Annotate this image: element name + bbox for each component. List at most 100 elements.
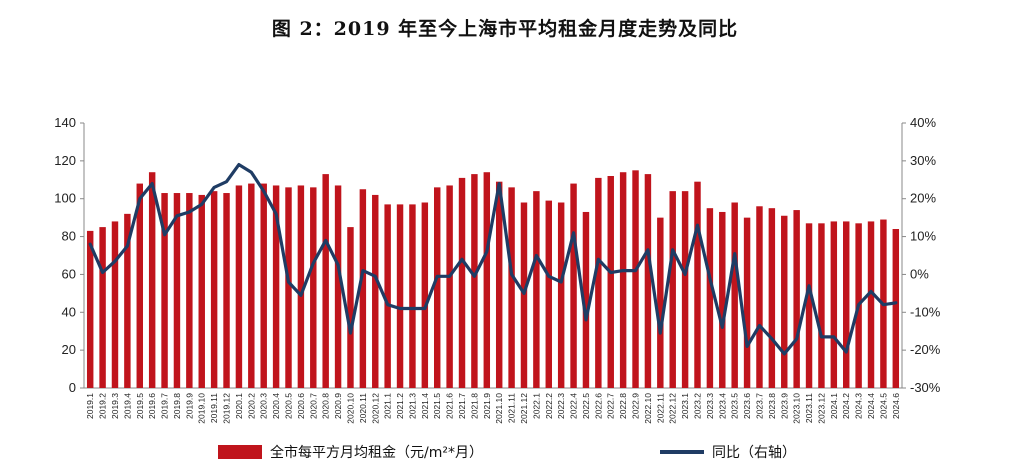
yoy-point xyxy=(126,244,129,248)
y-left-tick-label: 60 xyxy=(62,266,76,281)
yoy-point xyxy=(473,275,476,278)
bar xyxy=(743,217,751,388)
x-tick-label: 2019.5 xyxy=(135,393,145,419)
yoy-point xyxy=(250,171,253,174)
yoy-point xyxy=(411,307,414,310)
bar xyxy=(731,202,738,388)
bar xyxy=(260,183,267,388)
bar xyxy=(508,187,515,388)
yoy-point xyxy=(188,210,191,214)
x-tick-label: 2023.12 xyxy=(816,393,826,424)
x-tick-label: 2023.2 xyxy=(693,393,703,419)
yoy-point xyxy=(584,318,588,322)
yoy-point xyxy=(597,258,600,261)
x-tick-label: 2023.9 xyxy=(779,393,789,419)
x-tick-label: 2020.11 xyxy=(358,393,368,423)
bar xyxy=(285,187,292,388)
yoy-point xyxy=(535,254,538,257)
x-tick-label: 2019.8 xyxy=(172,393,182,419)
bar xyxy=(86,230,94,388)
yoy-point xyxy=(882,303,885,306)
bar xyxy=(533,191,540,388)
bar xyxy=(669,191,676,388)
bar xyxy=(495,181,503,388)
x-tick-label: 2019.10 xyxy=(197,393,207,424)
x-tick-label: 2021.6 xyxy=(445,393,455,419)
x-tick-label: 2020.1 xyxy=(234,393,244,419)
bar xyxy=(248,183,255,388)
yoy-point xyxy=(634,269,637,272)
bar xyxy=(545,200,552,388)
yoy-point xyxy=(274,212,278,216)
bar xyxy=(198,194,205,388)
bar xyxy=(347,227,354,388)
yoy-point xyxy=(807,284,811,287)
bar xyxy=(830,221,838,388)
yoy-point xyxy=(745,345,749,348)
yoy-point xyxy=(758,324,761,327)
bar xyxy=(483,172,491,388)
yoy-point xyxy=(225,180,228,183)
bar xyxy=(186,193,193,388)
bar xyxy=(657,217,664,388)
x-tick-label: 2021.1 xyxy=(383,393,393,419)
x-tick-label: 2022.11 xyxy=(655,393,665,423)
x-tick-label: 2021.2 xyxy=(395,393,405,419)
yoy-point xyxy=(200,203,203,206)
yoy-point xyxy=(621,269,625,272)
x-tick-label: 2019.4 xyxy=(122,393,132,419)
yoy-point xyxy=(324,239,327,242)
bar xyxy=(173,193,181,388)
bar xyxy=(322,174,329,388)
yoy-point xyxy=(138,197,141,200)
y-left-tick-label: 0 xyxy=(69,380,76,395)
yoy-point xyxy=(522,292,526,295)
x-tick-label: 2022.7 xyxy=(606,393,616,419)
x-tick-label: 2024.2 xyxy=(841,393,851,419)
x-tick-label: 2024.3 xyxy=(854,393,864,419)
y-right-tick-label: -30% xyxy=(910,380,941,395)
y-right-tick-label: 40% xyxy=(910,115,936,130)
legend-label-rent: 全市每平方月均租金（元/m²*月） xyxy=(270,445,483,461)
x-tick-label: 2021.11 xyxy=(507,393,517,423)
x-tick-label: 2023.11 xyxy=(804,393,814,423)
bar xyxy=(161,193,168,388)
y-right-tick-label: -20% xyxy=(910,342,941,357)
yoy-point xyxy=(287,280,290,284)
bar xyxy=(793,210,800,388)
bar xyxy=(396,204,404,388)
x-tick-label: 2024.5 xyxy=(878,393,888,419)
yoy-point xyxy=(374,275,377,278)
legend-item-yoy: 同比（右轴） xyxy=(660,442,796,462)
y-right-tick-label: 10% xyxy=(910,229,936,244)
y-right-tick-label: 30% xyxy=(910,153,936,168)
bar xyxy=(892,229,900,388)
yoy-point xyxy=(448,275,451,278)
y-left-tick-label: 100 xyxy=(54,191,76,206)
x-tick-label: 2022.12 xyxy=(668,393,678,424)
bar xyxy=(619,172,627,388)
yoy-point xyxy=(175,214,179,217)
yoy-point xyxy=(150,182,154,185)
yoy-point xyxy=(572,231,575,234)
legend-item-rent: 全市每平方月均租金（元/m²*月） xyxy=(218,442,483,462)
x-tick-label: 2020.7 xyxy=(308,393,318,419)
bar xyxy=(595,177,602,388)
yoy-point xyxy=(299,294,303,297)
x-tick-label: 2023.8 xyxy=(767,393,777,419)
x-tick-label: 2020.3 xyxy=(259,393,269,419)
x-tick-label: 2023.1 xyxy=(680,393,690,419)
x-tick-label: 2019.7 xyxy=(160,393,170,419)
x-tick-label: 2019.3 xyxy=(110,393,120,419)
yoy-point xyxy=(683,273,687,276)
bar xyxy=(681,191,689,388)
bar xyxy=(359,189,367,388)
x-tick-label: 2021.7 xyxy=(457,393,467,419)
bar xyxy=(421,202,429,388)
x-tick-label: 2019.12 xyxy=(222,393,232,424)
bar xyxy=(210,191,218,388)
bar xyxy=(310,187,317,388)
yoy-point xyxy=(497,182,501,185)
x-tick-label: 2024.4 xyxy=(866,393,876,419)
bar xyxy=(372,194,379,388)
